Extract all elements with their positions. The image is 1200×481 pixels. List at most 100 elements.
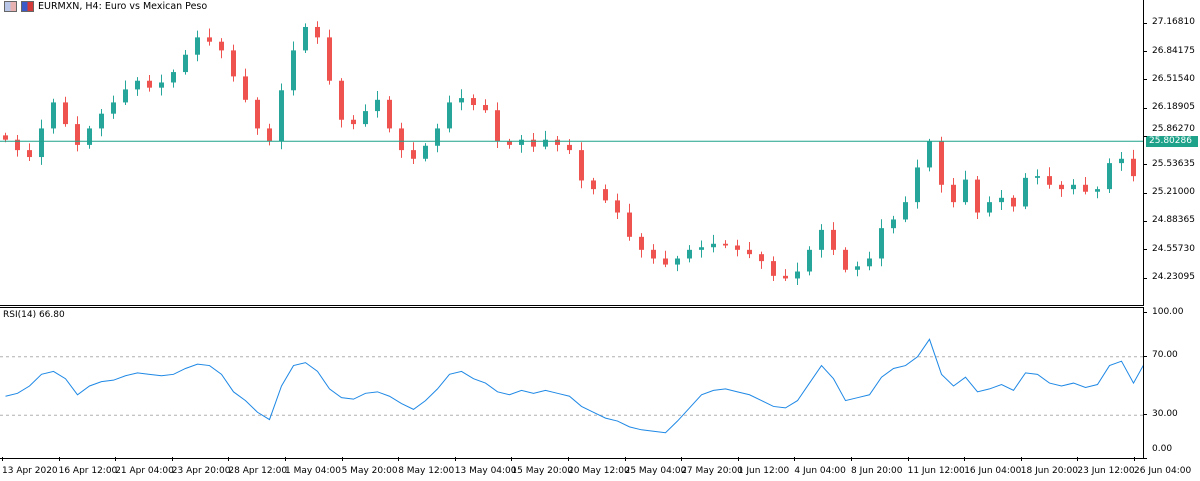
time-axis-tick <box>228 457 230 461</box>
price-axis-label: 25.53635 <box>1152 158 1195 169</box>
price-axis-label: 25.86270 <box>1152 123 1195 134</box>
rsi-axis-tick <box>1143 458 1147 459</box>
price-chart-panel[interactable] <box>0 0 1144 306</box>
candle <box>423 143 428 162</box>
candle <box>1119 152 1124 171</box>
candle <box>27 143 32 161</box>
chart-title-text: EURMXN, H4: Euro vs Mexican Peso <box>38 1 208 12</box>
candle-body <box>75 124 80 145</box>
price-axis-label: 26.51540 <box>1152 73 1195 84</box>
candle-body <box>627 212 632 237</box>
candle <box>1131 149 1136 182</box>
candle <box>459 89 464 111</box>
candle-body <box>27 150 32 158</box>
candle-body <box>999 197 1004 203</box>
candle <box>975 175 980 220</box>
time-axis-label: 27 May 20:00 <box>681 466 743 476</box>
candle-body <box>687 249 692 259</box>
candle-body <box>555 139 560 145</box>
candle <box>483 99 488 113</box>
candle-body <box>255 99 260 129</box>
price-axis-tick <box>1143 107 1147 109</box>
candle-body <box>567 144 572 151</box>
candle <box>843 247 848 273</box>
candle <box>1071 179 1076 195</box>
candle-body <box>663 258 668 265</box>
candle <box>915 159 920 209</box>
candle <box>543 130 548 150</box>
candle <box>531 132 536 152</box>
price-axis-label: 25.21000 <box>1152 187 1195 198</box>
candle-body <box>267 128 272 142</box>
candle <box>807 246 812 276</box>
chart-window-icon <box>4 1 17 12</box>
time-axis-label: 8 May 12:00 <box>398 466 455 476</box>
candle-body <box>279 90 284 142</box>
candle-body <box>1023 177 1028 207</box>
time-axis-tick <box>58 457 60 461</box>
candle <box>1023 173 1028 210</box>
candle-body <box>855 266 860 270</box>
chart-title: EURMXN, H4: Euro vs Mexican Peso <box>4 1 207 12</box>
candlestick-chart[interactable] <box>0 0 1143 305</box>
candle-body <box>975 179 980 213</box>
candle-body <box>963 179 968 203</box>
candle-body <box>639 236 644 250</box>
candle <box>147 75 152 92</box>
candle <box>159 74 164 96</box>
price-axis-label: 24.88365 <box>1152 215 1195 226</box>
candle-body <box>831 229 836 250</box>
rsi-chart[interactable] <box>0 308 1143 458</box>
candle <box>447 95 452 133</box>
candle-body <box>807 249 812 272</box>
time-axis-label: 13 Apr 2020 <box>2 466 58 476</box>
time-axis-tick <box>2 457 3 461</box>
candle-body <box>339 80 344 120</box>
candle <box>387 96 392 133</box>
candle <box>219 38 224 59</box>
candle-body <box>15 139 20 151</box>
candle <box>675 255 680 272</box>
candle <box>339 78 344 128</box>
candle-body <box>651 249 656 259</box>
time-axis-tick <box>171 457 173 461</box>
candle-body <box>147 80 152 88</box>
rsi-label: RSI(14) 66.80 <box>3 310 65 320</box>
rsi-axis-tick <box>1143 355 1147 357</box>
candle <box>723 240 728 249</box>
candle <box>1059 181 1064 197</box>
candle <box>111 95 116 119</box>
candle <box>879 219 884 267</box>
candle <box>687 245 692 263</box>
time-axis-tick <box>737 457 739 461</box>
rsi-panel[interactable] <box>0 307 1144 459</box>
time-axis-label: 28 Apr 12:00 <box>228 466 288 476</box>
candle <box>939 136 944 193</box>
candle <box>735 239 740 257</box>
candle-body <box>51 102 56 129</box>
candle-body <box>327 37 332 81</box>
candle <box>603 184 608 204</box>
candle-body <box>291 50 296 91</box>
time-axis-label: 21 Apr 04:00 <box>115 466 174 476</box>
candle-body <box>87 128 92 145</box>
candle-body <box>939 141 944 185</box>
candle <box>903 196 908 223</box>
time-axis-tick <box>115 457 117 461</box>
candle-body <box>711 243 716 248</box>
candle-body <box>987 202 992 213</box>
candle <box>555 136 560 152</box>
candle-body <box>303 26 308 51</box>
time-axis-tick <box>341 457 343 461</box>
candle <box>663 250 668 268</box>
candle-body <box>135 80 140 90</box>
price-axis-label: 26.18905 <box>1152 102 1195 113</box>
time-axis-label: 16 Apr 12:00 <box>58 466 118 476</box>
candle <box>831 222 836 256</box>
candle-body <box>783 275 788 279</box>
candle-body <box>519 139 524 145</box>
candle <box>183 50 188 75</box>
candle <box>291 41 296 96</box>
candle <box>891 215 896 234</box>
candle-body <box>615 200 620 213</box>
